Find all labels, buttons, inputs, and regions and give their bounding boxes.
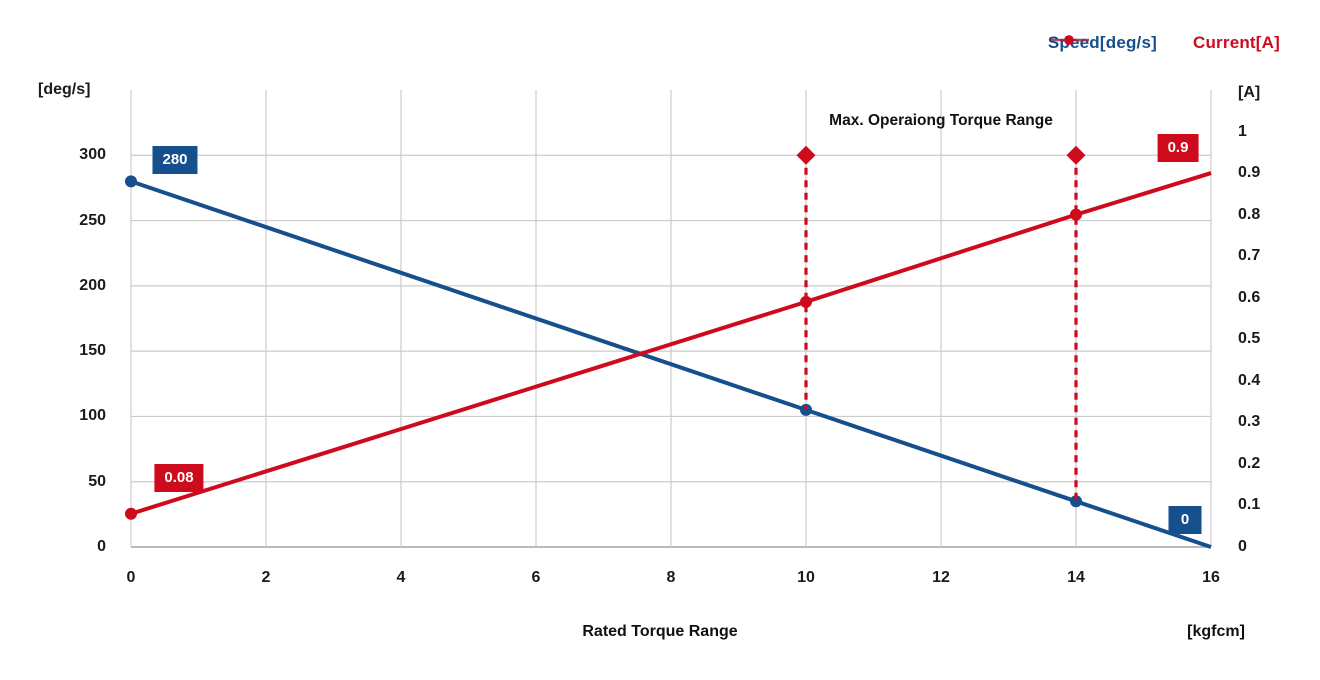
max-torque-diamond-marker xyxy=(1066,145,1086,165)
x-axis-tick: 14 xyxy=(1067,569,1085,586)
current-line xyxy=(130,171,1212,516)
data-label-280: 280 xyxy=(152,146,198,175)
left-axis-tick: 250 xyxy=(79,211,106,229)
current-point-marker xyxy=(1070,208,1082,221)
right-axis-tick: 0.3 xyxy=(1238,413,1261,431)
x-axis-tick: 6 xyxy=(531,569,541,586)
speed-point-marker xyxy=(1070,495,1082,508)
right-axis-tick: 0 xyxy=(1238,538,1247,555)
speed-point-marker xyxy=(125,175,137,188)
legend-label-current: Current[A] xyxy=(1193,33,1280,52)
data-label-0.08: 0.08 xyxy=(154,463,204,492)
legend-label-speed: Speed[deg/s] xyxy=(1047,33,1157,52)
right-axis-tick: 0.5 xyxy=(1238,330,1261,348)
max-torque-annotation: Max. Operaiong Torque Range xyxy=(829,112,1053,129)
left-axis-tick: 150 xyxy=(79,342,106,360)
current-point-marker xyxy=(125,507,137,520)
left-axis-tick: 300 xyxy=(79,146,106,164)
current-point-marker xyxy=(800,295,812,308)
x-axis-tick: 8 xyxy=(666,569,676,586)
right-axis-tick: 0.2 xyxy=(1238,454,1261,472)
legend: Speed[deg/s] Current[A] xyxy=(1048,33,1280,53)
x-axis-tick: 10 xyxy=(797,569,815,586)
right-axis-tick: 0.8 xyxy=(1238,205,1261,223)
right-axis-tick: 0.9 xyxy=(1238,164,1261,182)
left-axis-tick: 100 xyxy=(79,407,106,425)
max-torque-diamond-marker xyxy=(796,145,816,165)
right-axis-tick: 1 xyxy=(1238,122,1247,140)
right-axis-unit: [A] xyxy=(1238,84,1261,101)
x-axis-unit: [kgfcm] xyxy=(1187,623,1245,640)
right-axis-tick: 0.1 xyxy=(1238,496,1261,514)
left-axis-tick: 200 xyxy=(79,276,106,294)
current-legend-marker-icon xyxy=(1048,35,1089,45)
data-label-0.9: 0.9 xyxy=(1157,134,1199,163)
right-axis-tick: 0.6 xyxy=(1238,288,1261,306)
left-axis-unit: [deg/s] xyxy=(38,81,91,98)
x-axis-tick: 12 xyxy=(932,569,950,586)
legend-item-current: Current[A] xyxy=(1048,33,1280,53)
right-axis-tick: 0.7 xyxy=(1238,247,1261,265)
left-axis-tick: 0 xyxy=(97,538,106,555)
x-axis-tick: 4 xyxy=(396,569,406,586)
x-axis-tick: 0 xyxy=(126,569,136,586)
x-axis-tick: 16 xyxy=(1202,569,1220,586)
x-axis-title: Rated Torque Range xyxy=(582,623,738,640)
right-axis-tick: 0.4 xyxy=(1238,371,1261,389)
x-axis-tick: 2 xyxy=(261,569,271,586)
data-label-0: 0 xyxy=(1168,506,1202,534)
left-axis-tick: 50 xyxy=(88,472,106,490)
speed-line xyxy=(130,179,1212,549)
